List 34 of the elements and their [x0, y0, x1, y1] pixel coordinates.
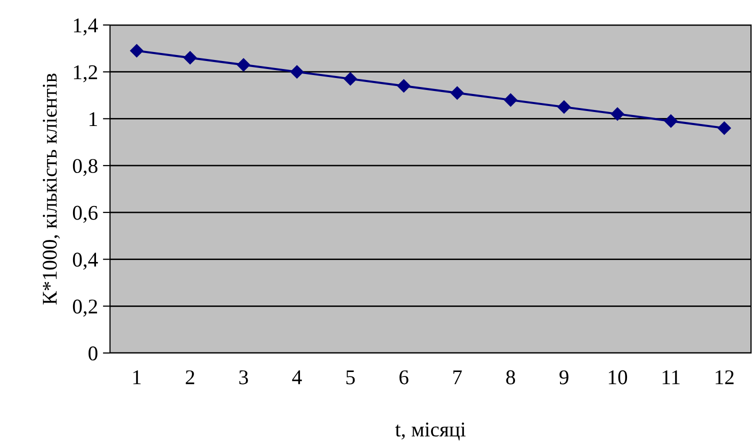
point — [236, 58, 250, 72]
point — [664, 114, 678, 128]
x-axis-title: t, місяці — [395, 422, 466, 440]
point — [397, 79, 410, 92]
x-tick-label: 11 — [662, 370, 680, 384]
y-tick-label: 0,2 — [72, 300, 98, 317]
y-axis-title: К*1000, кількість клієнтів — [42, 74, 60, 305]
point — [450, 86, 464, 100]
x-tick-label: 5 — [346, 370, 355, 384]
x-tick-label: 6 — [399, 370, 408, 384]
point — [184, 51, 197, 64]
x-tick-label: 8 — [506, 370, 516, 384]
point — [557, 100, 571, 114]
point — [290, 65, 304, 78]
x-tick-label: 9 — [560, 370, 568, 384]
point — [344, 72, 357, 86]
x-tick-label: 2 — [186, 370, 194, 384]
x-tick-label: 3 — [239, 370, 248, 384]
point — [718, 122, 731, 135]
y-tick-label: 0,8 — [72, 158, 98, 176]
point — [504, 93, 518, 107]
point — [610, 107, 624, 121]
y-tick-label: 0,6 — [72, 206, 98, 223]
x-tick-label: 4 — [292, 370, 302, 384]
x-tick-label: 10 — [608, 370, 628, 384]
x-tick-label: 7 — [453, 370, 462, 384]
y-tick-label: 1,4 — [74, 18, 98, 36]
y-tick-label: 0,4 — [72, 252, 98, 270]
y-tick-label: 1,2 — [74, 65, 98, 82]
y-tick-label: 1 — [90, 112, 97, 126]
point — [130, 44, 144, 58]
y-tick-label: 0 — [88, 346, 98, 360]
x-tick-label: 12 — [716, 370, 734, 384]
x-tick-label: 1 — [133, 370, 141, 384]
